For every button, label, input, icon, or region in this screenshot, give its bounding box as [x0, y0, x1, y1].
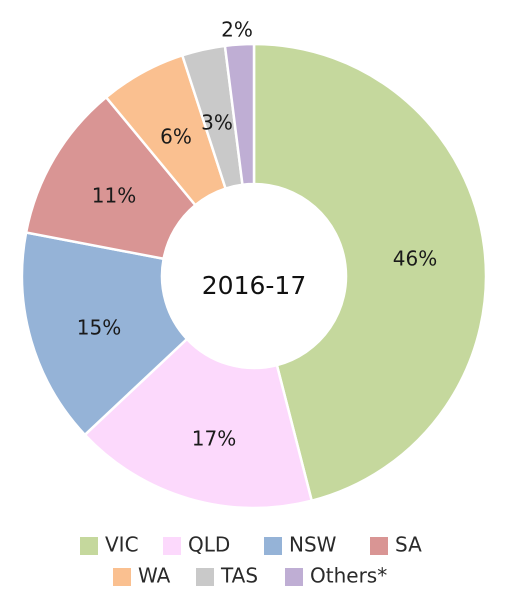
- legend-swatch: [80, 537, 98, 555]
- legend-label: QLD: [188, 533, 230, 557]
- legend-label: WA: [138, 564, 171, 588]
- slice-nsw: [20, 231, 189, 437]
- slice-label-wa: 6%: [160, 125, 192, 149]
- slice-qld: [83, 337, 314, 510]
- slices: [20, 42, 488, 510]
- legend-swatch: [285, 568, 303, 586]
- slice-sa: [24, 95, 198, 261]
- slice-vic: [252, 42, 488, 503]
- legend-label: Others*: [310, 564, 387, 588]
- legend-swatch: [196, 568, 214, 586]
- slice-label-vic: 46%: [393, 247, 437, 271]
- slice-label-tas: 3%: [201, 111, 233, 135]
- legend-item-qld: QLD: [163, 533, 230, 557]
- center-label: 2016-17: [202, 271, 306, 300]
- legend-item-tas: TAS: [196, 564, 258, 588]
- slice-label-sa: 11%: [92, 184, 136, 208]
- legend-label: SA: [395, 533, 422, 557]
- legend-label: TAS: [220, 564, 258, 588]
- legend: VIC QLD NSW SA WA TAS Others*: [80, 533, 422, 588]
- legend-item-wa: WA: [113, 564, 171, 588]
- slice-labels: 46% 17% 15% 11% 6% 3% 2%: [77, 18, 437, 451]
- legend-swatch: [264, 537, 282, 555]
- legend-label: VIC: [105, 533, 139, 557]
- legend-swatch: [113, 568, 131, 586]
- legend-item-others: Others*: [285, 564, 387, 588]
- legend-swatch: [163, 537, 181, 555]
- legend-item-vic: VIC: [80, 533, 139, 557]
- legend-item-sa: SA: [370, 533, 422, 557]
- slice-label-nsw: 15%: [77, 316, 121, 340]
- legend-label: NSW: [289, 533, 337, 557]
- slice-label-qld: 17%: [192, 427, 236, 451]
- legend-item-nsw: NSW: [264, 533, 337, 557]
- slice-others: [223, 42, 256, 187]
- slice-label-others: 2%: [221, 18, 253, 42]
- legend-swatch: [370, 537, 388, 555]
